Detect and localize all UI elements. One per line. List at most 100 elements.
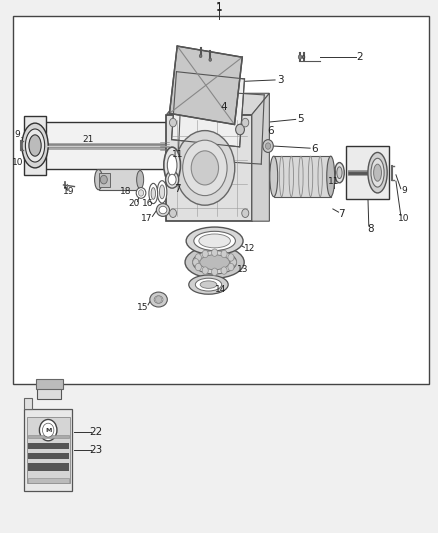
Circle shape [195,254,201,261]
Ellipse shape [168,174,176,185]
Bar [99,173,110,187]
Text: 14: 14 [215,286,226,294]
Text: 9: 9 [14,130,21,139]
Ellipse shape [183,140,227,196]
Ellipse shape [167,155,177,176]
Text: 16: 16 [142,199,153,208]
Text: 10: 10 [12,158,23,166]
Circle shape [302,55,305,59]
Ellipse shape [22,123,48,168]
Ellipse shape [195,278,222,291]
Bar [24,116,46,175]
Text: 2: 2 [356,52,363,62]
Text: 20: 20 [128,199,140,208]
Polygon shape [166,93,269,115]
Polygon shape [172,71,244,147]
Text: 13: 13 [237,265,249,274]
Ellipse shape [200,281,217,288]
Bar [274,156,331,197]
Circle shape [221,267,227,274]
Circle shape [236,124,244,135]
Ellipse shape [327,156,335,197]
Circle shape [230,259,237,266]
Text: 7: 7 [338,209,345,219]
Text: 11: 11 [328,177,339,185]
Circle shape [263,140,273,152]
Text: 3: 3 [277,75,284,85]
Circle shape [170,209,177,217]
Ellipse shape [368,152,387,193]
Ellipse shape [151,188,155,199]
Bar [35,122,180,169]
Bar [13,16,429,384]
Bar [28,435,69,438]
Circle shape [242,118,249,127]
Text: 23: 23 [90,446,103,455]
Ellipse shape [137,171,144,189]
Polygon shape [252,93,269,221]
Text: 5: 5 [297,115,304,124]
Bar [166,115,252,221]
Polygon shape [170,46,242,125]
Ellipse shape [186,227,243,255]
Polygon shape [178,90,264,164]
Bar [28,453,69,459]
Text: 9: 9 [401,187,407,195]
Text: 1: 1 [215,3,223,12]
Circle shape [212,268,218,276]
Bar [27,417,70,483]
Text: 4: 4 [220,102,227,111]
Circle shape [195,263,201,271]
Circle shape [242,209,249,217]
Bar [37,387,61,399]
Ellipse shape [149,183,158,204]
Circle shape [199,54,202,58]
Text: 18: 18 [120,188,132,196]
Ellipse shape [330,167,336,179]
Ellipse shape [374,164,381,181]
Circle shape [228,263,234,271]
Circle shape [298,55,302,59]
Ellipse shape [159,185,165,199]
Text: 21: 21 [82,135,93,144]
Ellipse shape [193,251,237,274]
Circle shape [100,175,107,184]
Text: 19: 19 [63,188,74,196]
Text: 6: 6 [267,126,274,135]
Ellipse shape [270,156,278,197]
Text: 1: 1 [215,3,223,13]
Circle shape [209,58,212,61]
Bar [346,146,389,199]
Ellipse shape [136,188,146,198]
Bar [28,463,69,471]
Text: 10: 10 [398,214,410,223]
Circle shape [202,267,208,274]
Ellipse shape [185,246,244,278]
Text: M: M [45,427,51,433]
Bar [36,379,63,389]
Text: 17: 17 [141,214,153,223]
Ellipse shape [156,204,170,216]
Circle shape [170,118,177,127]
Polygon shape [24,398,32,409]
Ellipse shape [154,296,163,303]
Circle shape [42,423,54,437]
Ellipse shape [199,234,230,248]
Ellipse shape [166,171,179,188]
Ellipse shape [29,135,41,156]
Bar [28,443,69,449]
Bar [99,169,140,190]
Text: 8: 8 [367,224,374,234]
Ellipse shape [200,255,230,270]
Text: 12: 12 [244,244,255,253]
Circle shape [193,259,199,266]
Circle shape [155,296,162,303]
Ellipse shape [175,131,235,205]
Text: 7: 7 [174,184,181,194]
Ellipse shape [194,231,236,251]
Text: 6: 6 [311,144,318,154]
Ellipse shape [157,181,167,203]
Circle shape [265,143,271,149]
Ellipse shape [95,169,102,190]
Circle shape [202,250,208,257]
